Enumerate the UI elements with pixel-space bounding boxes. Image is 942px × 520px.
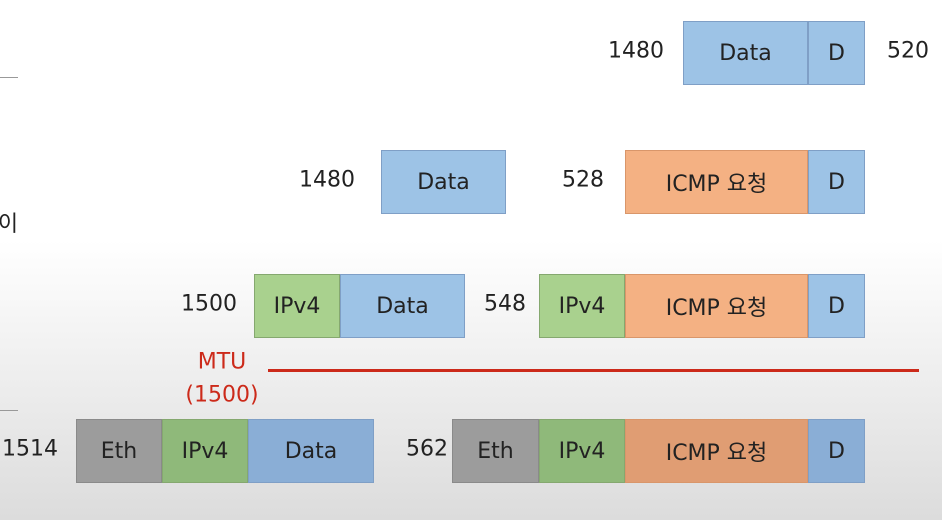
header-box: IPv4 — [539, 419, 625, 483]
header-box: D — [808, 274, 865, 338]
header-box: D — [808, 21, 865, 85]
size-label: 1480 — [299, 167, 355, 193]
header-box: Data — [683, 21, 808, 85]
header-box: ICMP 요청 — [625, 150, 808, 214]
mtu-line — [268, 369, 919, 372]
header-box: Data — [340, 274, 465, 338]
size-label: 528 — [562, 167, 604, 193]
header-box: IPv4 — [162, 419, 248, 483]
header-box: D — [808, 419, 865, 483]
size-label: 520 — [887, 38, 929, 64]
mtu-label: MTU — [197, 349, 247, 375]
size-label: 1500 — [181, 291, 237, 317]
size-label: 1480 — [608, 38, 664, 64]
header-box: IPv4 — [539, 274, 625, 338]
header-box: Data — [248, 419, 374, 483]
edge-line — [0, 410, 18, 411]
header-box: Eth — [452, 419, 539, 483]
edge-line — [0, 77, 18, 78]
header-box: Eth — [76, 419, 162, 483]
header-box: Data — [381, 150, 506, 214]
header-box: IPv4 — [254, 274, 340, 338]
header-box: ICMP 요청 — [625, 274, 808, 338]
mtu-value: (1500) — [185, 382, 259, 408]
header-box: D — [808, 150, 865, 214]
size-label: 548 — [484, 291, 526, 317]
size-label: 1514 — [2, 436, 58, 462]
header-box: ICMP 요청 — [625, 419, 808, 483]
side-text: 이 — [0, 212, 19, 237]
size-label: 562 — [406, 436, 448, 462]
